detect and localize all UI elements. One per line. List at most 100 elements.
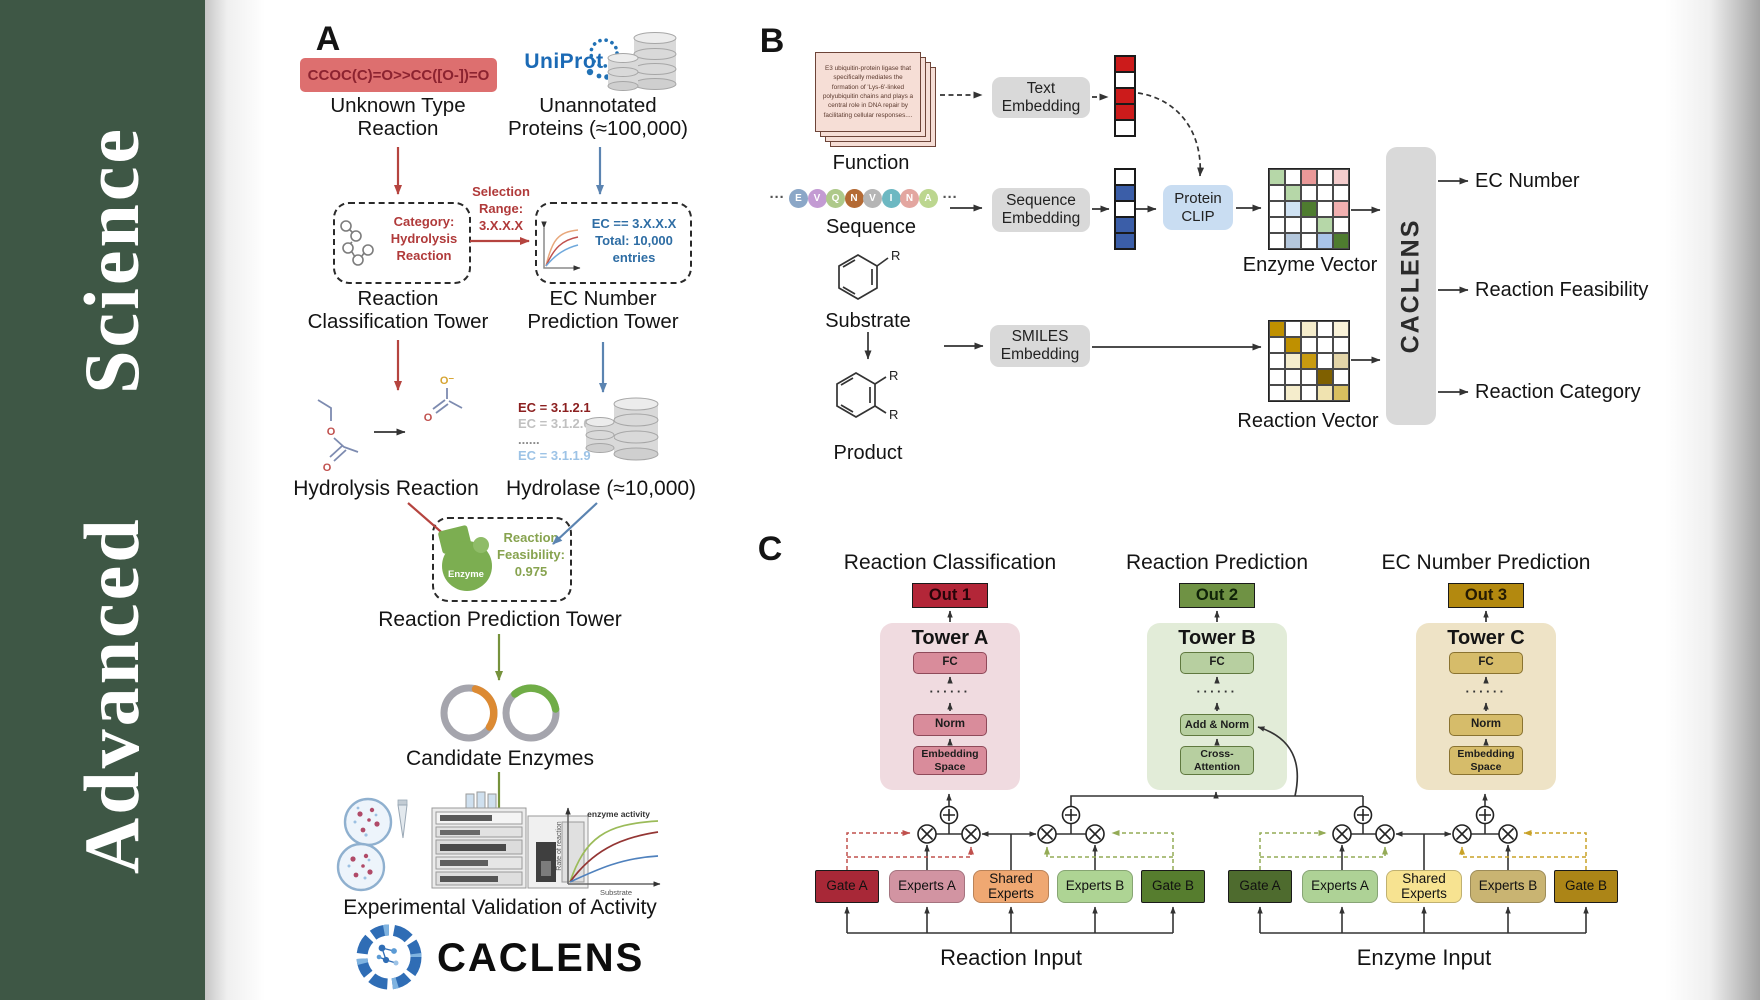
caclens-module: CACLENS [1386, 147, 1436, 425]
matrix-cell [1269, 217, 1285, 233]
matrix-cell [1285, 385, 1301, 401]
matrix-cell [1333, 169, 1349, 185]
vector-cell [1115, 185, 1135, 201]
tower-b-cross-attention: Cross- Attention [1180, 746, 1254, 775]
matrix-cell [1301, 201, 1317, 217]
matrix-cell [1285, 217, 1301, 233]
enzyme-input-label: Enzyme Input [1356, 945, 1492, 970]
matrix-cell [1269, 385, 1285, 401]
ec-number-line: EC = 3.1.2.1 [518, 400, 591, 415]
tower-a-norm: Norm [913, 714, 987, 736]
out3-box: Out 3 [1448, 583, 1524, 608]
experts-a-box: Experts A [1302, 870, 1378, 903]
protein-clip-box: Protein CLIP [1163, 185, 1233, 230]
vector-cell [1115, 201, 1135, 217]
matrix-cell [1333, 185, 1349, 201]
matrix-cell [1317, 169, 1333, 185]
residue-circle: A [918, 189, 938, 208]
output-reaction-feasibility: Reaction Feasibility [1475, 279, 1649, 301]
candidate-enzymes-label: Candidate Enzymes [406, 747, 594, 770]
unannotated-proteins-label: Unannotated Proteins (≈100,000) [508, 94, 688, 140]
vector-cell [1115, 169, 1135, 185]
uniprot-logo: UniProt [524, 50, 604, 73]
text-embedding-box: Text Embedding [992, 77, 1090, 118]
gate-a-box: Gate A [1228, 870, 1292, 903]
reaction-moe-group: Gate A Experts A Shared Experts Experts B Ga… [815, 870, 1207, 903]
reaction-input-label: Reaction Input [940, 945, 1082, 970]
matrix-cell [1333, 217, 1349, 233]
experts-a-box: Experts A [889, 870, 965, 903]
journal-sidebar: Advanced Science [0, 0, 205, 1000]
matrix-cell [1333, 385, 1349, 401]
tower-c-dots: ······ [1465, 684, 1507, 699]
matrix-cell [1285, 233, 1301, 249]
matrix-cell [1285, 169, 1301, 185]
vector-cell [1115, 72, 1135, 88]
reaction-category-box [333, 202, 471, 284]
category-hydrolysis-text: Category: Hydrolysis Reaction [390, 214, 458, 263]
matrix-cell [1317, 185, 1333, 201]
matrix-cell [1333, 369, 1349, 385]
sequence-ellipsis-right: ··· [942, 189, 958, 206]
reaction-feasibility-box [432, 517, 572, 602]
column-title-reaction-classification: Reaction Classification [843, 551, 1057, 574]
matrix-cell [1285, 201, 1301, 217]
matrix-cell [1301, 369, 1317, 385]
output-ec-number: EC Number [1475, 170, 1580, 192]
vector-cell [1115, 120, 1135, 136]
vector-cell [1115, 233, 1135, 249]
output-reaction-category: Reaction Category [1475, 381, 1641, 403]
matrix-cell [1317, 369, 1333, 385]
matrix-cell [1333, 321, 1349, 337]
matrix-cell [1285, 185, 1301, 201]
smiles-reaction-box: CCOC(C)=O>>CC([O-])=O [300, 58, 497, 92]
tower-c-embedding-space: Embedding Space [1449, 746, 1523, 775]
enzyme-moe-group: Gate A Experts A Shared Experts Experts B Ga… [1228, 870, 1620, 903]
tower-b-title: Tower B [1178, 627, 1256, 649]
ec-number-line: EC = 3.1.2.6 [518, 416, 591, 431]
matrix-cell [1301, 321, 1317, 337]
experts-b-box: Experts B [1470, 870, 1546, 903]
matrix-cell [1317, 353, 1333, 369]
vector-cell [1115, 88, 1135, 104]
gate-a-box: Gate A [815, 870, 879, 903]
residue-circle: V [863, 189, 882, 208]
tower-c-fc: FC [1449, 652, 1523, 674]
matrix-cell [1301, 337, 1317, 353]
residue-circle: I [881, 189, 901, 208]
panel-a-label: A [315, 20, 341, 58]
matrix-cell [1269, 185, 1285, 201]
matrix-cell [1269, 337, 1285, 353]
gate-b-box: Gate B [1141, 870, 1205, 903]
residue-circle: Q [826, 189, 845, 208]
residue-circle: V [807, 189, 827, 208]
reaction-prediction-tower-label: Reaction Prediction Tower [378, 608, 622, 631]
matrix-cell [1269, 233, 1285, 249]
matrix-cell [1285, 353, 1301, 369]
reaction-vector-matrix [1268, 320, 1350, 402]
residue-circle: E [789, 189, 808, 208]
matrix-cell [1269, 169, 1285, 185]
matrix-cell [1317, 201, 1333, 217]
smiles-embedding-box: SMILES Embedding [990, 325, 1090, 367]
matrix-cell [1301, 217, 1317, 233]
matrix-cell [1285, 369, 1301, 385]
matrix-cell [1301, 385, 1317, 401]
matrix-cell [1317, 321, 1333, 337]
out2-box: Out 2 [1179, 583, 1255, 608]
tower-b-fc: FC [1180, 652, 1254, 674]
column-title-ec-number-prediction: EC Number Prediction [1381, 551, 1591, 574]
matrix-cell [1317, 337, 1333, 353]
matrix-cell [1301, 169, 1317, 185]
shared-experts-box: Shared Experts [973, 870, 1049, 903]
matrix-cell [1333, 353, 1349, 369]
function-card-stack: E3 ubiquitin-protein ligase that specifi… [815, 52, 945, 152]
unknown-type-reaction-label: Unknown Type Reaction [330, 94, 466, 140]
tower-b-dots: ······ [1196, 684, 1238, 699]
matrix-cell [1317, 233, 1333, 249]
reaction-classification-tower-label: Reaction Classification Tower [307, 287, 489, 333]
residue-circle: N [844, 189, 864, 208]
sequence-ellipsis-left: ··· [769, 189, 785, 206]
tower-b-add-norm: Add & Norm [1180, 714, 1254, 736]
